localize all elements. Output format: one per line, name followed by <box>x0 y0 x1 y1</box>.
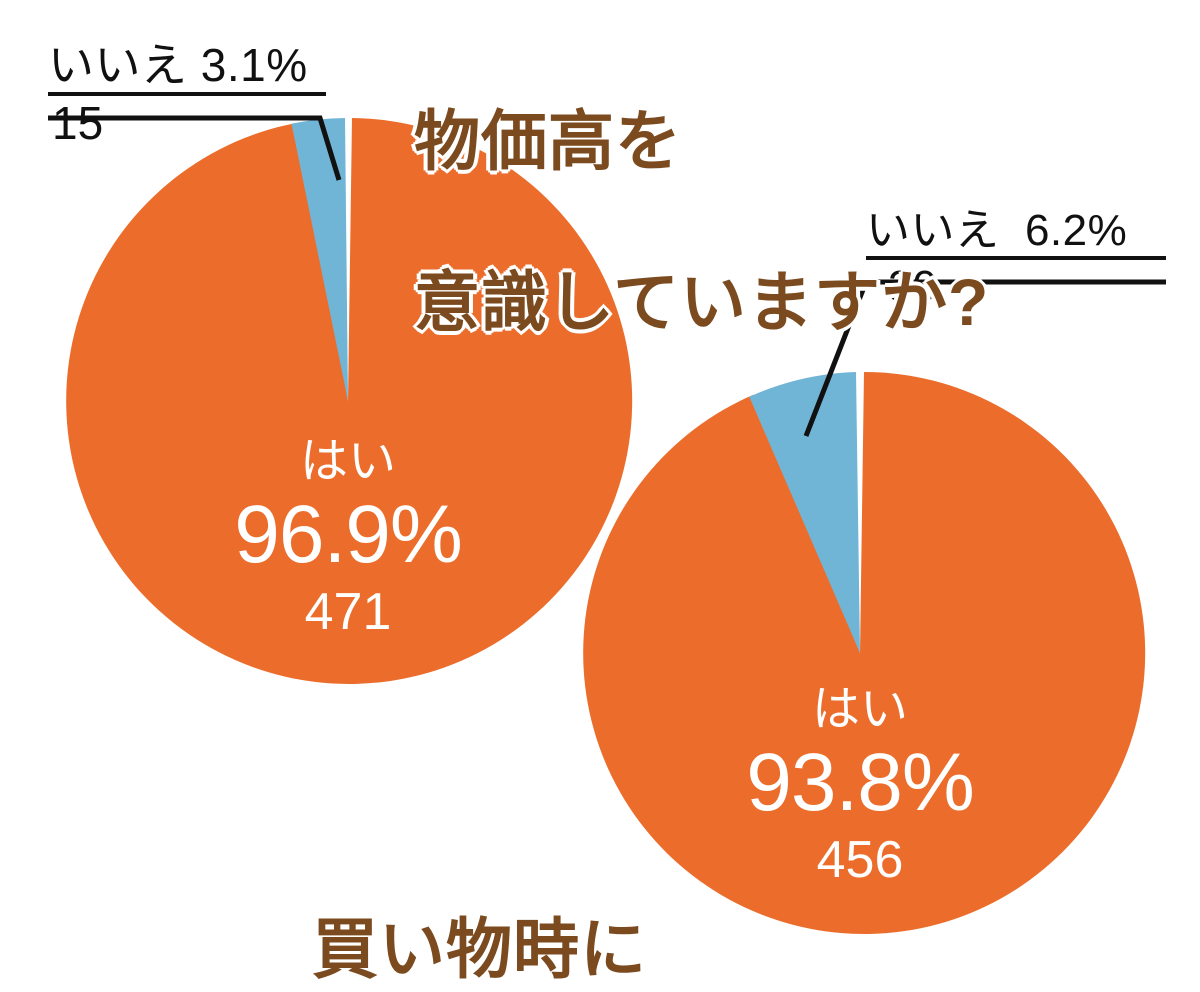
callout-chart1-percent: 3.1% <box>200 39 308 91</box>
pie2-center-label: はい 93.8% 456 <box>680 683 1040 889</box>
callout-chart2-heading: いいえ 6.2% <box>866 208 1166 254</box>
callout-chart2-label: いいえ <box>866 206 1000 255</box>
callout-chart1-count: 15 <box>52 96 104 149</box>
callout-chart1-heading: いいえ 3.1% <box>48 39 326 91</box>
chart2-title: 買い物時に ポイントを意識しますか? <box>312 828 1090 992</box>
callout-chart2-percent: 6.2% <box>1024 206 1128 255</box>
pie2-label-count: 456 <box>816 831 904 889</box>
chart2-title-line1: 買い物時に <box>312 911 647 986</box>
callout-chart2-iie: いいえ 6.2% 30 <box>866 208 1166 311</box>
pie2-label-percent: 93.8% <box>746 737 975 828</box>
pie1-center-label: はい 96.9% 471 <box>168 435 528 641</box>
chart1-title: 物価高を 意識していますか? <box>414 20 989 423</box>
chart1-title-line2: 意識していますか? <box>414 264 990 339</box>
callout-chart2-rule <box>866 255 1166 260</box>
callout-chart1-iie: いいえ 3.1% 15 <box>48 39 326 149</box>
pie1-label-name: はい <box>299 435 396 488</box>
callout-chart1-label: いいえ <box>48 39 188 91</box>
pie2-label-name: はい <box>811 683 908 736</box>
chart1-title-line1: 物価高を <box>414 103 682 178</box>
pie-1-slice-iie <box>291 118 348 401</box>
pie1-label-percent: 96.9% <box>234 489 463 580</box>
callout-chart1-rule <box>48 91 326 96</box>
pie1-label-count: 471 <box>304 583 392 641</box>
callout-chart2-count: 30 <box>888 261 937 311</box>
